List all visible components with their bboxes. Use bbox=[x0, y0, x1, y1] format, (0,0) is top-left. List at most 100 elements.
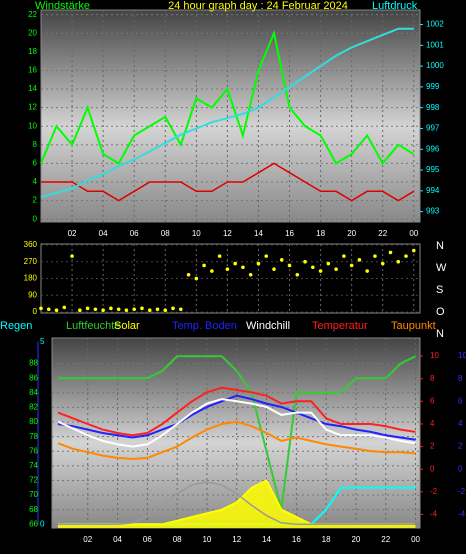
y-tick-label: 2 bbox=[33, 196, 38, 205]
y-tick-label: 86 bbox=[29, 373, 38, 382]
x-tick-label: 00 bbox=[409, 229, 418, 238]
legend-entry: Luftfeuchte bbox=[66, 320, 120, 332]
point bbox=[311, 265, 315, 270]
x-tick-label: 02 bbox=[83, 535, 92, 544]
x-tick-label: 14 bbox=[262, 535, 271, 544]
point bbox=[163, 308, 168, 313]
y-tick-label: 74 bbox=[29, 461, 38, 470]
point bbox=[217, 254, 222, 258]
point bbox=[365, 269, 369, 273]
point bbox=[186, 272, 191, 277]
y2-tick-label: -2 bbox=[430, 487, 438, 496]
x-tick-label: 14 bbox=[254, 229, 263, 238]
series-line bbox=[58, 355, 416, 510]
series-line bbox=[57, 420, 416, 461]
y-tick-label: 18 bbox=[28, 47, 37, 56]
y2-tick-label: 0 bbox=[458, 464, 463, 473]
x-tick-label: 06 bbox=[143, 535, 152, 544]
direction-label: N bbox=[436, 328, 444, 340]
y2-tick-label: 8 bbox=[458, 374, 463, 383]
x-tick-label: 12 bbox=[223, 229, 232, 238]
point bbox=[178, 307, 183, 312]
point bbox=[349, 263, 354, 268]
chart-title: 24 hour graph day : 24 Februar 2024 bbox=[168, 0, 348, 12]
y-axis-label: Windstärke bbox=[35, 0, 90, 12]
point bbox=[318, 269, 323, 273]
point bbox=[62, 305, 67, 310]
legend-entry: Regen bbox=[0, 320, 32, 332]
x-tick-label: 00 bbox=[411, 535, 420, 544]
point bbox=[124, 308, 129, 313]
y2-tick-label: 0 bbox=[430, 464, 435, 473]
x-tick-label: 04 bbox=[99, 229, 108, 238]
x-tick-label: 22 bbox=[378, 229, 387, 238]
legend-entry: Temperatur bbox=[312, 320, 368, 332]
x-tick-label: 04 bbox=[113, 535, 122, 544]
point bbox=[54, 308, 59, 313]
y-tick-label: 12 bbox=[28, 103, 37, 112]
y-tick-label: 14 bbox=[28, 84, 37, 93]
direction-label: W bbox=[436, 262, 447, 274]
y-tick-label: 270 bbox=[24, 257, 38, 266]
y2-tick-label: -4 bbox=[430, 510, 438, 519]
point bbox=[101, 308, 105, 313]
point bbox=[295, 272, 300, 277]
point bbox=[109, 306, 113, 311]
point bbox=[85, 306, 90, 311]
point bbox=[279, 258, 284, 262]
point bbox=[326, 261, 331, 266]
series-line bbox=[40, 27, 414, 199]
y2-tick-label: 1000 bbox=[426, 61, 444, 70]
y-tick-label: 360 bbox=[24, 240, 38, 249]
y3-tick-label: 0 bbox=[40, 519, 45, 528]
y2-tick-label: 6 bbox=[430, 396, 435, 405]
y-tick-label: 16 bbox=[28, 66, 37, 75]
y2-axis-label: Luftdruck bbox=[372, 0, 418, 12]
x-tick-label: 18 bbox=[322, 535, 331, 544]
x-tick-label: 20 bbox=[351, 535, 360, 544]
y2-tick-label: 10 bbox=[430, 351, 439, 360]
point bbox=[39, 306, 43, 311]
x-tick-label: 18 bbox=[316, 229, 325, 238]
y-tick-label: 180 bbox=[24, 274, 38, 283]
y3-tick-label: 5 bbox=[40, 337, 45, 346]
point bbox=[93, 307, 98, 312]
y-tick-label: 72 bbox=[29, 476, 38, 485]
point bbox=[342, 254, 346, 258]
point bbox=[132, 307, 136, 312]
y2-tick-label: 2 bbox=[430, 442, 435, 451]
point bbox=[373, 254, 377, 258]
y2-tick-label: 4 bbox=[430, 419, 435, 428]
y2-tick-label: 995 bbox=[426, 165, 440, 174]
series-area bbox=[57, 480, 416, 528]
series-line bbox=[57, 394, 416, 441]
direction-label: S bbox=[436, 284, 443, 296]
y2-tick-label: 8 bbox=[430, 374, 435, 383]
point bbox=[357, 258, 362, 262]
x-tick-label: 16 bbox=[292, 535, 301, 544]
y2-tick-label: 993 bbox=[426, 207, 440, 216]
point bbox=[303, 259, 307, 264]
point bbox=[396, 259, 401, 264]
series-line bbox=[57, 398, 416, 448]
x-tick-label: 02 bbox=[68, 229, 77, 238]
y-tick-label: 68 bbox=[29, 505, 38, 514]
legend-entry: Solar bbox=[114, 320, 140, 332]
point bbox=[380, 261, 385, 266]
legend-entry: Windchill bbox=[246, 320, 290, 332]
point bbox=[411, 248, 416, 253]
point bbox=[225, 267, 230, 271]
y-tick-label: 70 bbox=[29, 490, 38, 499]
y2-tick-label: 994 bbox=[426, 186, 440, 195]
point bbox=[70, 254, 74, 258]
point bbox=[233, 261, 237, 266]
point bbox=[46, 307, 51, 312]
y-tick-label: 0 bbox=[33, 307, 38, 316]
y-tick-label: 90 bbox=[28, 290, 37, 299]
y-tick-label: 6 bbox=[33, 159, 38, 168]
point bbox=[272, 267, 276, 271]
y-tick-label: 76 bbox=[29, 446, 38, 455]
direction-label: N bbox=[436, 240, 444, 252]
legend-entry: Taupunkt bbox=[391, 320, 436, 332]
